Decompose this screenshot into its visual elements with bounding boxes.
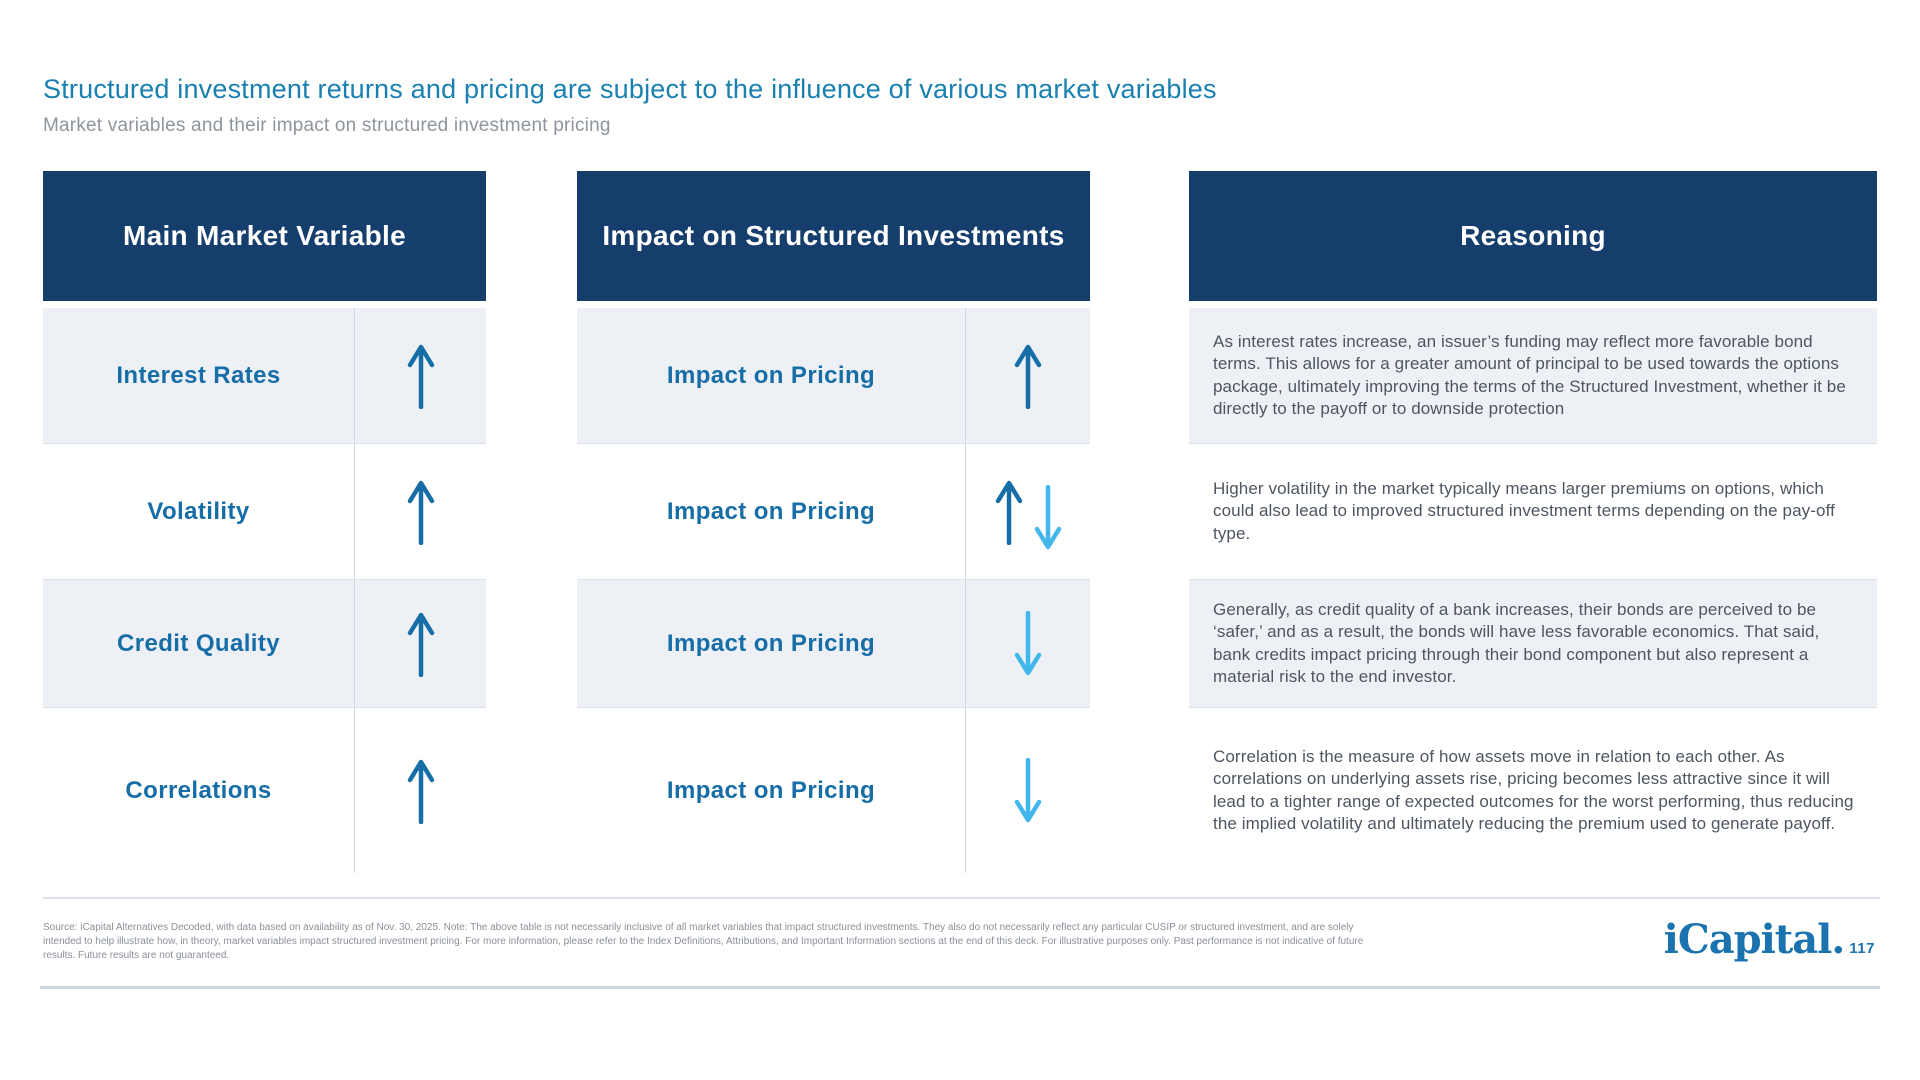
reasoning-text: Generally, as credit quality of a bank i… (1213, 599, 1820, 687)
variable-label: Credit Quality (117, 629, 280, 657)
source-line: results. Future results are not guarante… (43, 949, 230, 961)
impact-label: Impact on Pricing (666, 776, 876, 804)
impact-label: Impact on Pricing (666, 361, 876, 389)
table-row: Impact on Pricing (577, 308, 1090, 444)
bottom-rule (40, 986, 1880, 989)
table-row: Interest Rates (43, 308, 486, 444)
table-row: Correlations (43, 708, 486, 873)
table-body: As interest rates increase, an issuer’s … (1189, 308, 1877, 873)
arrow-cell (354, 444, 486, 579)
arrow-cell (965, 708, 1090, 873)
table-reasoning: Reasoning As interest rates increase, an… (1189, 171, 1877, 873)
reasoning-text: Correlation is the measure of how assets… (1213, 746, 1854, 834)
arrow-cell (354, 308, 486, 443)
table-row: Volatility (43, 444, 486, 580)
source-line: Source: iCapital Alternatives Decoded, w… (43, 922, 1354, 933)
footer-divider (43, 897, 1880, 899)
impact-label: Impact on Pricing (666, 497, 876, 525)
table-body: Interest Rates Volatility Credit Quality… (43, 308, 486, 873)
arrow-cell (965, 580, 1090, 707)
variable-label: Correlations (125, 776, 272, 804)
table-row: Higher volatility in the market typicall… (1189, 444, 1877, 580)
reasoning-text: Higher volatility in the market typicall… (1213, 478, 1835, 543)
arrow-down-icon (1014, 610, 1042, 675)
column-header-impact: Impact on Structured Investments (577, 171, 1090, 301)
table-row: Generally, as credit quality of a bank i… (1189, 580, 1877, 708)
table-main-market-variable: Main Market Variable Interest Rates Vola… (43, 171, 486, 873)
icapital-logo-text: iCapital. (1663, 916, 1846, 963)
arrow-up-icon (1014, 344, 1042, 409)
arrow-up-icon (407, 480, 434, 545)
table-row: Correlation is the measure of how assets… (1189, 708, 1877, 873)
column-header-main-market-variable: Main Market Variable (43, 171, 486, 301)
variable-label: Interest Rates (116, 361, 281, 389)
arrow-up-icon (407, 344, 434, 409)
table-row: Impact on Pricing (577, 580, 1090, 708)
icapital-logo: iCapital. 117 (1664, 916, 1875, 963)
column-header-reasoning: Reasoning (1189, 171, 1877, 301)
arrow-cell (354, 580, 486, 707)
page-subtitle: Market variables and their impact on str… (43, 115, 611, 136)
arrow-down-icon (1014, 757, 1042, 822)
table-row: Impact on Pricing (577, 708, 1090, 873)
page-title: Structured investment returns and pricin… (43, 74, 1217, 104)
arrow-cell (354, 708, 486, 873)
table-row: As interest rates increase, an issuer’s … (1189, 308, 1877, 444)
arrow-up-icon (995, 480, 1022, 545)
table-impact-on-structured-investments: Impact on Structured Investments Impact … (577, 171, 1090, 873)
variable-label: Volatility (147, 497, 250, 525)
arrow-down-icon (1034, 484, 1061, 549)
arrow-cell (965, 308, 1090, 443)
table-row: Impact on Pricing (577, 444, 1090, 580)
arrow-cell (965, 444, 1090, 579)
source-line: intended to help illustrate how, in theo… (43, 935, 1364, 947)
arrow-up-icon (407, 612, 434, 677)
table-body: Impact on Pricing Impact on Pricing Impa… (577, 308, 1090, 873)
page-number: 117 (1849, 940, 1875, 957)
reasoning-text: As interest rates increase, an issuer’s … (1213, 331, 1846, 419)
impact-label: Impact on Pricing (666, 629, 876, 657)
table-row: Credit Quality (43, 580, 486, 708)
source-disclaimer: Source: iCapital Alternatives Decoded, w… (43, 921, 1363, 962)
arrow-up-icon (407, 759, 434, 824)
